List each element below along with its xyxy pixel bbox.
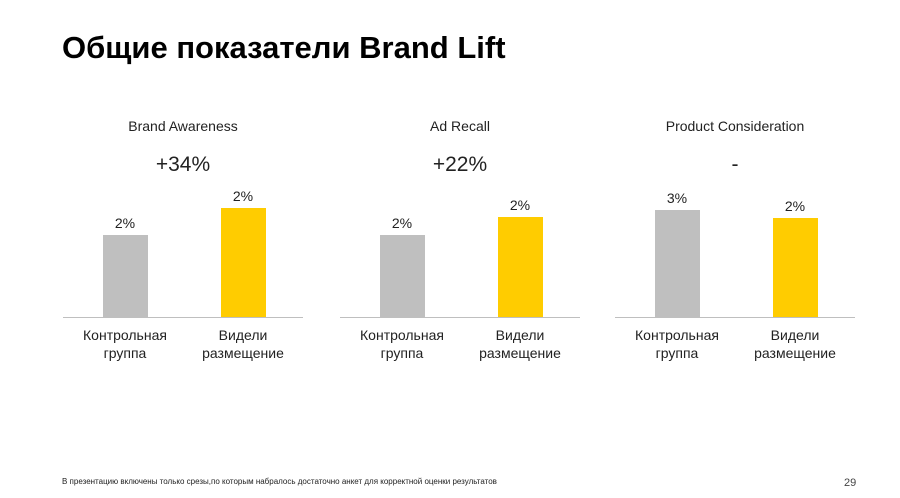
category-label: Контрольная группа — [635, 327, 719, 361]
data-label: 2% — [509, 196, 531, 213]
lift-value: +22% — [432, 153, 488, 176]
bar-chart: Ad Recall +22% 2% Контрольная группа 2% Вид… — [340, 0, 580, 498]
category-label: Видели размещение — [479, 327, 561, 361]
bar-chart: Product Consideration - 3% Контрольная гр… — [615, 0, 855, 498]
data-label: 2% — [391, 214, 413, 231]
data-label: 2% — [784, 198, 806, 215]
chart-title: Brand Awareness — [128, 118, 238, 134]
chart-title: Ad Recall — [430, 118, 490, 134]
page-title: Общие показатели Brand Lift — [62, 30, 506, 65]
axis-baseline — [63, 317, 303, 318]
lift-value: +34% — [155, 153, 211, 176]
bar-control — [103, 235, 148, 317]
bar-control — [380, 234, 425, 317]
data-label: 2% — [114, 215, 136, 232]
lift-value: - — [731, 153, 739, 176]
footnote: В презентацию включены только срезы,по к… — [62, 477, 497, 486]
chart-title: Product Consideration — [665, 118, 805, 134]
bar-exposed — [498, 216, 543, 317]
category-label: Видели размещение — [754, 327, 836, 361]
data-label: 2% — [232, 188, 254, 205]
bar-control — [655, 209, 700, 317]
category-label: Контрольная группа — [83, 327, 167, 361]
category-label: Видели размещение — [202, 327, 284, 361]
category-label: Контрольная группа — [360, 327, 444, 361]
data-label: 3% — [666, 189, 688, 206]
bar-exposed — [773, 218, 818, 317]
axis-baseline — [615, 317, 855, 318]
page-number: 29 — [844, 477, 857, 489]
axis-baseline — [340, 317, 580, 318]
bar-chart: Brand Awareness +34% 2% Контрольная групп… — [63, 0, 303, 498]
bar-exposed — [221, 208, 266, 317]
